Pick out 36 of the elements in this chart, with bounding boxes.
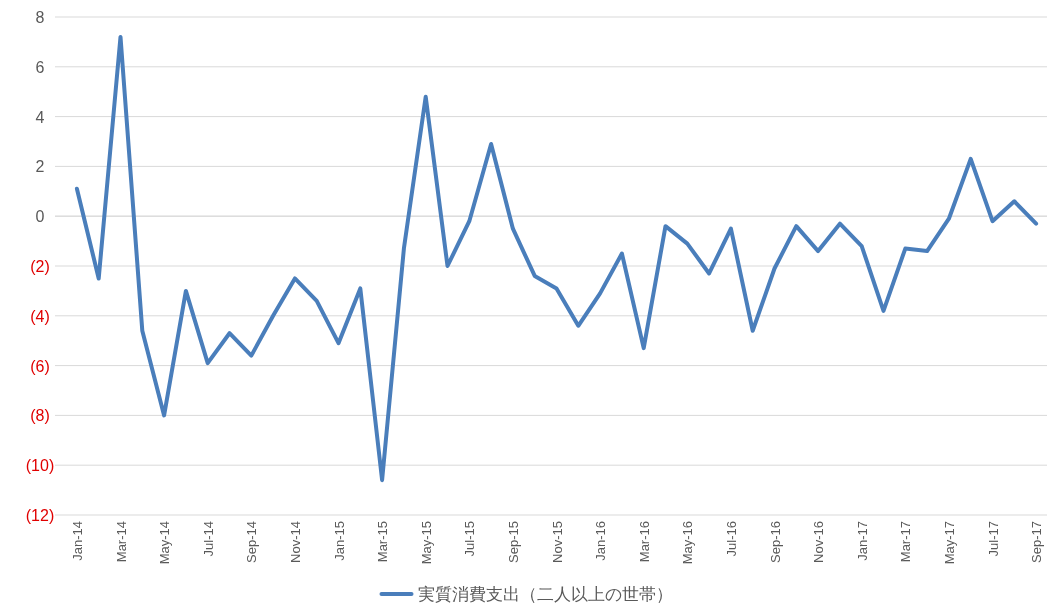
x-tick-label: Jul-16 — [723, 521, 739, 557]
y-tick-label: 2 — [35, 158, 45, 176]
y-tick-label: (2) — [30, 258, 50, 275]
x-tick-label: Mar-14 — [113, 521, 129, 563]
y-tick-label: 4 — [35, 108, 45, 126]
x-tick-label: May-16 — [680, 521, 696, 565]
y-tick-label: 0 — [35, 208, 45, 226]
x-tick-label: Mar-15 — [375, 521, 391, 563]
y-tick-label: (4) — [30, 307, 50, 325]
x-tick-label: Jul-15 — [462, 521, 478, 557]
x-tick-label: Sep-15 — [505, 521, 521, 563]
x-tick-label: Mar-17 — [898, 521, 914, 563]
x-tick-label: Nov-16 — [811, 521, 827, 563]
legend-label: 実質消費支出（二人以上の世帯） — [417, 585, 673, 604]
x-tick-label: Nov-15 — [549, 521, 565, 563]
y-tick-label: (6) — [30, 357, 50, 375]
x-tick-label: May-14 — [157, 521, 173, 565]
x-tick-label: Jul-14 — [200, 521, 216, 557]
x-tick-label: Jan-15 — [331, 521, 347, 561]
y-tick-label: (10) — [25, 457, 55, 475]
x-tick-label: Sep-17 — [1029, 521, 1045, 563]
x-tick-label: Jan-17 — [854, 521, 870, 561]
x-tick-label: Jan-14 — [69, 521, 85, 561]
y-tick-label: 6 — [35, 58, 45, 76]
x-tick-label: Sep-14 — [244, 521, 260, 563]
x-tick-label: Sep-16 — [767, 521, 783, 563]
x-tick-label: May-15 — [418, 521, 434, 565]
x-tick-label: Jul-17 — [985, 521, 1001, 557]
x-tick-label: Nov-14 — [287, 521, 303, 563]
line-series — [74, 34, 1039, 483]
x-tick-label: Jan-16 — [593, 521, 609, 561]
y-tick-label: 8 — [35, 9, 45, 26]
x-tick-label: Mar-16 — [636, 521, 652, 563]
x-tick-label: May-17 — [941, 521, 957, 565]
y-tick-label: (8) — [30, 407, 50, 425]
y-tick-label: (12) — [25, 507, 55, 524]
